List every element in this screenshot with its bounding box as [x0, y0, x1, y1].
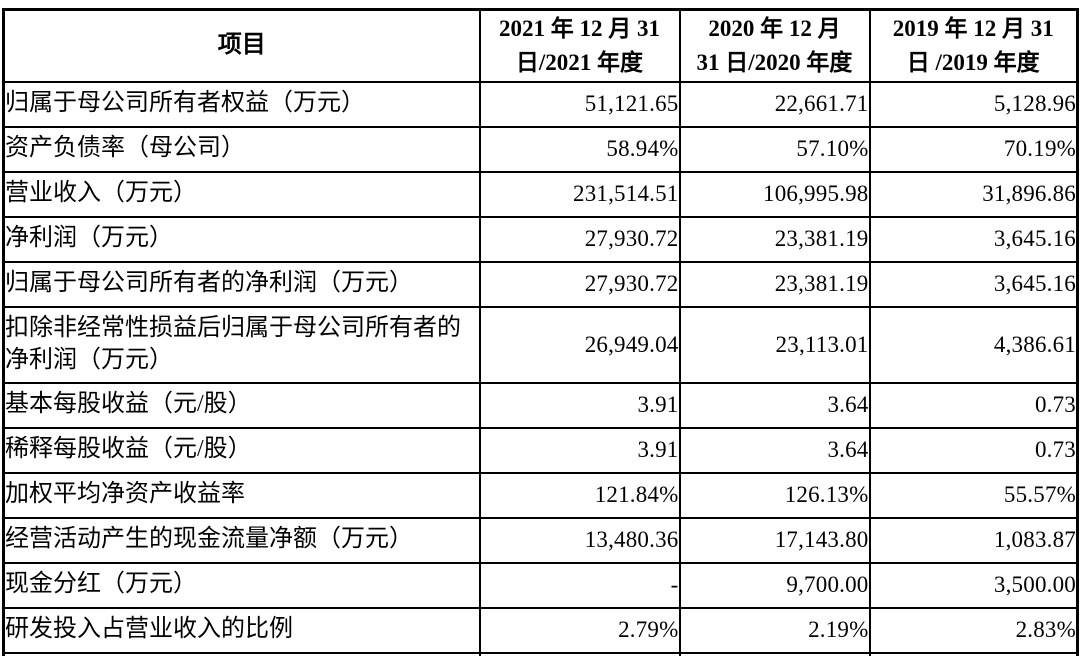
value-2020: 3.64 [678, 426, 871, 474]
clipped-next-row [2, 651, 1079, 656]
value-2019: 3,645.16 [868, 260, 1079, 308]
value-2021: 27,930.72 [478, 215, 681, 263]
value-2020: 17,143.80 [678, 516, 871, 564]
value-2019: 0.73 [868, 426, 1079, 474]
value-2020: 106,995.98 [678, 170, 871, 218]
row-label: 基本每股收益（元/股） [2, 381, 481, 429]
header-2021: 2021 年 12 月 31 日/2021 年度 [478, 8, 681, 83]
value-2020: 57.10% [678, 125, 871, 173]
value-2020: 23,381.19 [678, 260, 871, 308]
value-2019: 31,896.86 [868, 170, 1079, 218]
row-label: 归属于母公司所有者权益（万元） [2, 80, 481, 128]
value-2020: 23,381.19 [678, 215, 871, 263]
header-row: 项目 2021 年 12 月 31 日/2021 年度 2020 年 12 月 … [2, 8, 1079, 83]
value-2019: 3,500.00 [868, 561, 1079, 609]
value-2021: 121.84% [478, 471, 681, 519]
row-label: 研发投入占营业收入的比例 [2, 606, 481, 654]
table-row: 加权平均净资产收益率 121.84% 126.13% 55.57% [2, 471, 1079, 519]
table-row: 资产负债率（母公司） 58.94% 57.10% 70.19% [2, 125, 1079, 173]
table-row: 扣除非经常性损益后归属于母公司所有者的净利润（万元） 26,949.04 23,… [2, 305, 1079, 384]
header-2020: 2020 年 12 月 31 日/2020 年度 [678, 8, 871, 83]
value-2021: 27,930.72 [478, 260, 681, 308]
value-2019: 4,386.61 [868, 305, 1079, 384]
row-label: 加权平均净资产收益率 [2, 471, 481, 519]
value-2021: 13,480.36 [478, 516, 681, 564]
table-row: 稀释每股收益（元/股） 3.91 3.64 0.73 [2, 426, 1079, 474]
row-label: 营业收入（万元） [2, 170, 481, 218]
row-label: 归属于母公司所有者的净利润（万元） [2, 260, 481, 308]
value-2020: 9,700.00 [678, 561, 871, 609]
row-label: 净利润（万元） [2, 215, 481, 263]
value-2020: 126.13% [678, 471, 871, 519]
financial-indicators-table: 项目 2021 年 12 月 31 日/2021 年度 2020 年 12 月 … [2, 8, 1079, 656]
table-row: 净利润（万元） 27,930.72 23,381.19 3,645.16 [2, 215, 1079, 263]
value-2021: 2.79% [478, 606, 681, 654]
value-2019: 1,083.87 [868, 516, 1079, 564]
value-2021: 3.91 [478, 381, 681, 429]
value-2019: 5,128.96 [868, 80, 1079, 128]
value-2021: 26,949.04 [478, 305, 681, 384]
table-row: 经营活动产生的现金流量净额（万元） 13,480.36 17,143.80 1,… [2, 516, 1079, 564]
value-2021: 58.94% [478, 125, 681, 173]
table-row: 营业收入（万元） 231,514.51 106,995.98 31,896.86 [2, 170, 1079, 218]
header-item: 项目 [2, 8, 481, 83]
value-2019: 2.83% [868, 606, 1079, 654]
value-2021: 231,514.51 [478, 170, 681, 218]
table-row: 归属于母公司所有者权益（万元） 51,121.65 22,661.71 5,12… [2, 80, 1079, 128]
table-row: 归属于母公司所有者的净利润（万元） 27,930.72 23,381.19 3,… [2, 260, 1079, 308]
value-2019: 0.73 [868, 381, 1079, 429]
header-2019: 2019 年 12 月 31 日 /2019 年度 [868, 8, 1079, 83]
row-label: 现金分红（万元） [2, 561, 481, 609]
value-2020: 3.64 [678, 381, 871, 429]
value-2019: 55.57% [868, 471, 1079, 519]
value-2021: - [478, 561, 681, 609]
value-2021: 51,121.65 [478, 80, 681, 128]
table-row: 基本每股收益（元/股） 3.91 3.64 0.73 [2, 381, 1079, 429]
table-row: 现金分红（万元） - 9,700.00 3,500.00 [2, 561, 1079, 609]
row-label: 经营活动产生的现金流量净额（万元） [2, 516, 481, 564]
table-row: 研发投入占营业收入的比例 2.79% 2.19% 2.83% [2, 606, 1079, 654]
value-2020: 2.19% [678, 606, 871, 654]
row-label: 资产负债率（母公司） [2, 125, 481, 173]
value-2021: 3.91 [478, 426, 681, 474]
value-2019: 70.19% [868, 125, 1079, 173]
value-2019: 3,645.16 [868, 215, 1079, 263]
value-2020: 22,661.71 [678, 80, 871, 128]
row-label: 稀释每股收益（元/股） [2, 426, 481, 474]
row-label: 扣除非经常性损益后归属于母公司所有者的净利润（万元） [2, 305, 481, 384]
value-2020: 23,113.01 [678, 305, 871, 384]
